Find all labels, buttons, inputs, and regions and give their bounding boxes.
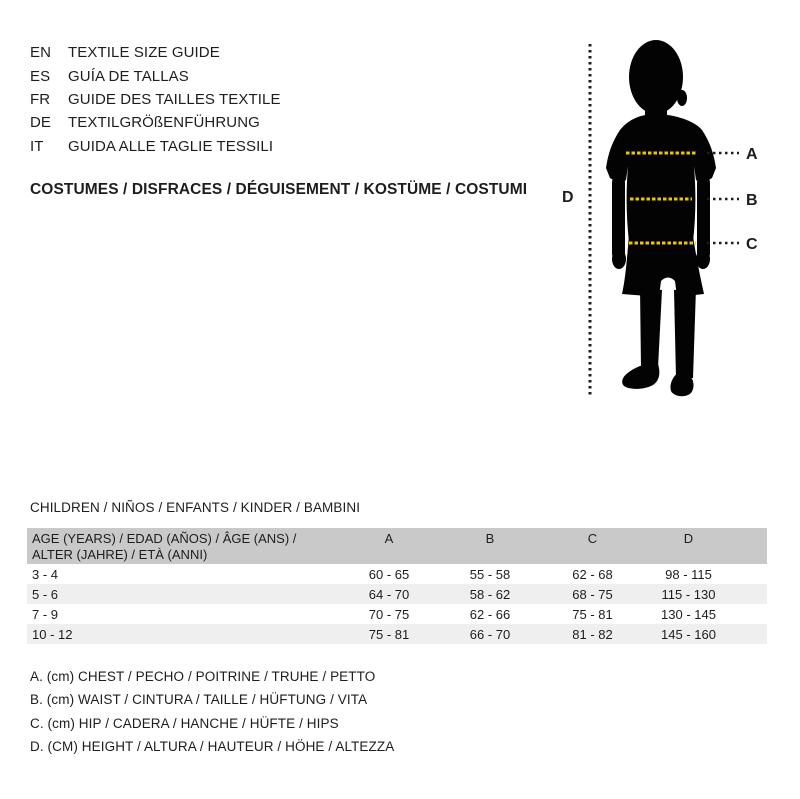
- silhouette-head: [629, 40, 683, 114]
- table-row: 7 - 9 70 - 75 62 - 66 75 - 81 130 - 145: [27, 604, 767, 624]
- measurement-legend: A. (cm) CHEST / PECHO / POITRINE / TRUHE…: [30, 665, 394, 759]
- column-header-d: D: [644, 528, 767, 564]
- silhouette-right-forearm: [697, 176, 710, 260]
- language-row-it: IT GUIDA ALLE TAGLIE TESSILI: [30, 135, 281, 158]
- age-column-header: AGE (YEARS) / EDAD (AÑOS) / ÂGE (ANS) / …: [27, 528, 339, 564]
- table-section-title: CHILDREN / NIÑOS / ENFANTS / KINDER / BA…: [30, 500, 361, 515]
- height-value: 145 - 160: [661, 626, 716, 642]
- language-row-es: ES GUÍA DE TALLAS: [30, 64, 281, 87]
- hip-value: 68 - 75: [572, 586, 613, 602]
- silhouette-left-shoe: [622, 363, 660, 389]
- legend-chest: A. (cm) CHEST / PECHO / POITRINE / TRUHE…: [30, 669, 376, 684]
- waist-value: 58 - 62: [469, 586, 511, 602]
- column-header-b: B: [439, 528, 541, 564]
- chest-value: 75 - 81: [368, 626, 410, 642]
- hip-value: 75 - 81: [572, 606, 613, 622]
- silhouette-right-hand: [696, 249, 710, 269]
- language-code: ES: [30, 67, 51, 85]
- waist-value: 62 - 66: [469, 606, 511, 622]
- category-title: COSTUMES / DISFRACES / DÉGUISEMENT / KOS…: [30, 181, 528, 198]
- language-row-fr: FR GUIDE DES TAILLES TEXTILE: [30, 88, 281, 111]
- hip-label: C: [746, 236, 758, 253]
- silhouette-ear: [677, 90, 687, 106]
- size-table: AGE (YEARS) / EDAD (AÑOS) / ÂGE (ANS) / …: [27, 528, 767, 644]
- chest-value: 64 - 70: [368, 586, 410, 602]
- language-code: IT: [30, 137, 44, 155]
- chest-value: 60 - 65: [368, 566, 410, 582]
- age-value: 7 - 9: [32, 606, 59, 622]
- table-header-row: AGE (YEARS) / EDAD (AÑOS) / ÂGE (ANS) / …: [27, 528, 767, 564]
- legend-hip: C. (cm) HIP / CADERA / HANCHE / HÜFTE / …: [30, 715, 339, 731]
- silhouette-left-leg: [640, 288, 662, 368]
- language-row-de: DE TEXTILGRÖßENFÜHRUNG: [30, 111, 281, 134]
- silhouette-left-hand: [612, 249, 626, 269]
- language-title: TEXTILGRÖßENFÜHRUNG: [68, 114, 260, 132]
- column-header-c: C: [541, 528, 644, 564]
- age-value: 10 - 12: [32, 626, 73, 642]
- hip-value: 62 - 68: [572, 566, 613, 582]
- language-code: EN: [30, 44, 52, 62]
- table-row: 3 - 4 60 - 65 55 - 58 62 - 68 98 - 115: [27, 564, 767, 584]
- table-row: 5 - 6 64 - 70 58 - 62 68 - 75 115 - 130: [27, 584, 767, 604]
- age-value: 5 - 6: [32, 586, 59, 602]
- silhouette-right-leg: [674, 288, 696, 378]
- language-title: GUIDE DES TAILLES TEXTILE: [68, 90, 281, 108]
- language-title: GUÍA DE TALLAS: [68, 67, 189, 85]
- waist-value: 66 - 70: [469, 626, 511, 642]
- child-silhouette: [606, 40, 716, 397]
- chest-label: A: [746, 146, 758, 163]
- height-value: 98 - 115: [665, 566, 712, 582]
- language-code: DE: [30, 114, 52, 132]
- column-header-a: A: [339, 528, 439, 564]
- age-header-line2: ALTER (JAHRE) / ETÀ (ANNI): [32, 546, 208, 562]
- silhouette-right-shoe: [670, 371, 694, 397]
- legend-waist: B. (cm) WAIST / CINTURA / TAILLE / HÜFTU…: [30, 692, 368, 708]
- language-row-en: EN TEXTILE SIZE GUIDE: [30, 41, 281, 64]
- language-title-block: EN TEXTILE SIZE GUIDE ES GUÍA DE TALLAS …: [30, 41, 281, 158]
- hip-value: 81 - 82: [572, 626, 613, 642]
- age-header-line1: AGE (YEARS) / EDAD (AÑOS) / ÂGE (ANS) /: [32, 531, 297, 546]
- height-value: 115 - 130: [661, 586, 716, 602]
- waist-value: 55 - 58: [469, 566, 511, 582]
- chest-value: 70 - 75: [368, 606, 410, 622]
- height-label: D: [562, 189, 574, 206]
- silhouette-shorts: [622, 236, 704, 297]
- silhouette-shirt: [606, 114, 716, 242]
- table-row: 10 - 12 75 - 81 66 - 70 81 - 82 145 - 16…: [27, 624, 767, 644]
- size-measurement-diagram: D: [540, 30, 800, 410]
- waist-label: B: [746, 192, 758, 209]
- language-title: TEXTILE SIZE GUIDE: [68, 44, 220, 62]
- language-title: GUIDA ALLE TAGLIE TESSILI: [68, 137, 274, 155]
- silhouette-left-forearm: [612, 176, 625, 260]
- legend-height: D. (CM) HEIGHT / ALTURA / HAUTEUR / HÖHE…: [30, 739, 395, 755]
- height-value: 130 - 145: [661, 606, 716, 622]
- age-value: 3 - 4: [32, 566, 59, 582]
- language-code: FR: [30, 90, 51, 108]
